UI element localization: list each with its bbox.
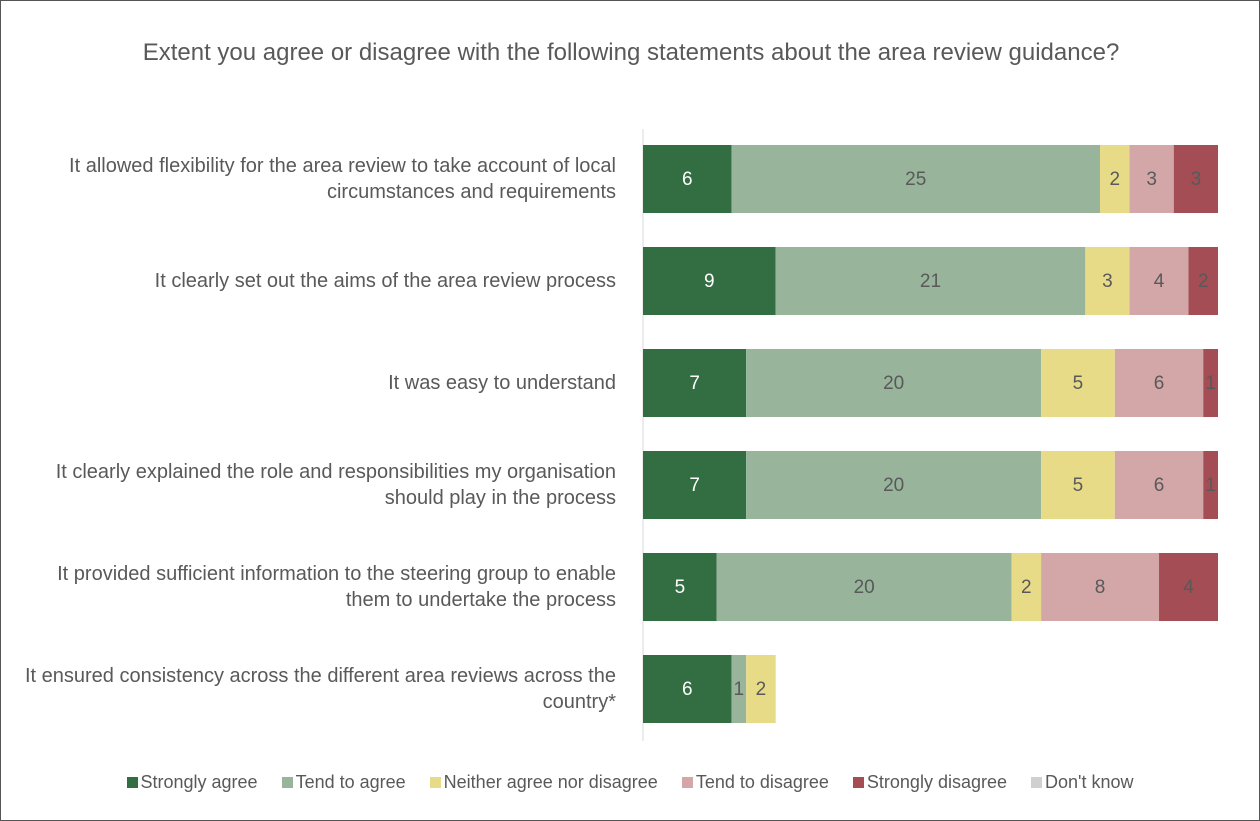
data-label: 6 — [682, 679, 693, 700]
data-label: 1 — [734, 679, 745, 700]
data-label: 5 — [1073, 475, 1084, 496]
bar-segment — [1203, 451, 1218, 519]
bar-segment — [1114, 451, 1204, 519]
data-label: 20 — [883, 373, 904, 394]
bar-segment — [731, 145, 1101, 213]
legend-swatch — [126, 777, 138, 788]
bar-segment — [643, 553, 717, 621]
bar-segment — [1041, 553, 1160, 621]
legend-swatch — [281, 777, 293, 788]
data-label: 3 — [1102, 271, 1113, 292]
bar-segment — [775, 247, 1086, 315]
bar-segment — [1100, 145, 1130, 213]
bar-segment — [643, 145, 732, 213]
bar-segment — [1129, 145, 1174, 213]
data-label: 7 — [689, 475, 700, 496]
legend-label: Neither agree nor disagree — [443, 772, 658, 792]
legend-item: Strongly disagree — [852, 772, 1007, 793]
data-label: 2 — [1198, 271, 1209, 292]
data-label: 4 — [1183, 577, 1194, 598]
data-label: 1 — [1205, 373, 1216, 394]
bar-segment — [746, 451, 1042, 519]
bar-segment — [746, 655, 776, 723]
data-label: 6 — [682, 169, 693, 190]
bar-segment — [1203, 349, 1218, 417]
bar-segment — [643, 451, 747, 519]
legend-item: Tend to agree — [281, 772, 406, 793]
legend-item: Neither agree nor disagree — [429, 772, 658, 793]
data-label: 5 — [1073, 373, 1084, 394]
bar-segment — [643, 247, 776, 315]
data-label: 2 — [756, 679, 767, 700]
legend-label: Tend to agree — [295, 772, 406, 792]
category-label: It allowed flexibility for the area revi… — [69, 155, 616, 203]
data-label: 20 — [854, 577, 875, 598]
bar-segment — [1011, 553, 1042, 621]
legend-swatch — [852, 777, 864, 788]
bar-segment — [1173, 145, 1218, 213]
bar-segment — [1129, 247, 1189, 315]
bar-segment — [1041, 349, 1115, 417]
data-label: 4 — [1154, 271, 1165, 292]
bar-segment — [643, 655, 732, 723]
bar-segment — [1188, 247, 1218, 315]
category-label: It provided sufficient information to th… — [57, 563, 616, 611]
data-label: 3 — [1146, 169, 1157, 190]
data-label: 3 — [1191, 169, 1202, 190]
data-label: 6 — [1154, 373, 1165, 394]
legend-swatch — [429, 777, 441, 788]
data-label: 9 — [704, 271, 715, 292]
data-label: 20 — [883, 475, 904, 496]
data-label: 5 — [675, 577, 686, 598]
bar-segment — [746, 349, 1042, 417]
legend-item: Don't know — [1031, 772, 1133, 793]
bar-segment — [1085, 247, 1130, 315]
bar-segment — [1114, 349, 1204, 417]
bar-segment — [1041, 451, 1115, 519]
data-label: 25 — [905, 169, 926, 190]
category-label: It clearly set out the aims of the area … — [154, 270, 616, 292]
category-label: It was easy to understand — [388, 372, 616, 394]
bar-segment — [731, 655, 747, 723]
category-label: It clearly explained the role and respon… — [55, 461, 616, 509]
data-label: 21 — [920, 271, 941, 292]
bar-segment — [1159, 553, 1218, 621]
data-label: 6 — [1154, 475, 1165, 496]
data-label: 8 — [1095, 577, 1106, 598]
legend-item: Strongly agree — [126, 772, 258, 793]
legend-label: Strongly disagree — [866, 772, 1007, 792]
data-label: 7 — [689, 373, 700, 394]
bar-segment — [716, 553, 1012, 621]
legend-label: Don't know — [1045, 772, 1134, 792]
chart-title: Extent you agree or disagree with the fo… — [142, 39, 1120, 66]
data-label: 2 — [1021, 577, 1032, 598]
bar-segment — [643, 349, 747, 417]
legend-swatch — [1031, 777, 1042, 788]
legend-label: Tend to disagree — [695, 772, 829, 792]
category-label: It ensured consistency across the differ… — [24, 665, 616, 713]
legend-swatch — [681, 777, 693, 788]
data-label: 2 — [1110, 169, 1121, 190]
legend: Strongly agree Tend to agree Neither agree… — [1, 772, 1259, 793]
data-label: 1 — [1205, 475, 1216, 496]
legend-label: Strongly agree — [140, 772, 258, 792]
legend-item: Tend to disagree — [681, 772, 829, 793]
